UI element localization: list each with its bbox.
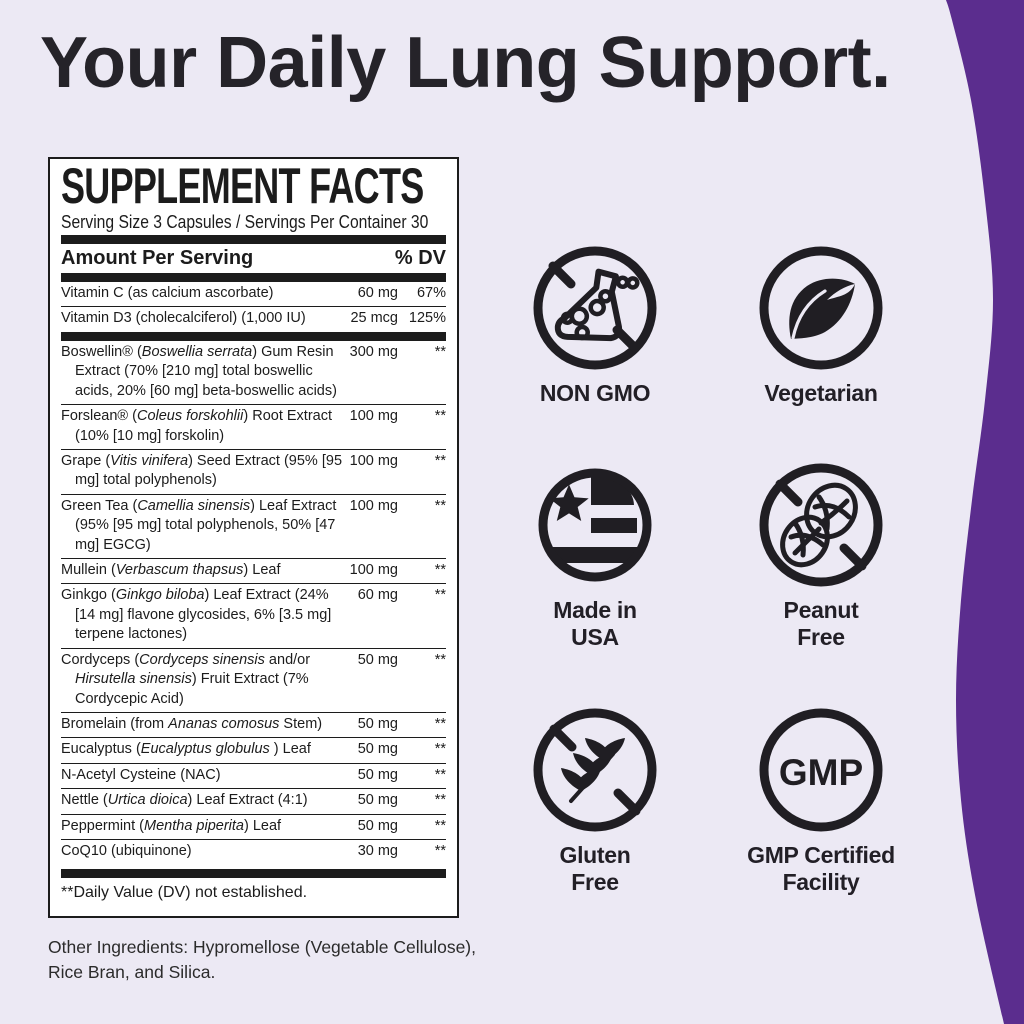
svg-text:GMP: GMP — [779, 752, 863, 793]
